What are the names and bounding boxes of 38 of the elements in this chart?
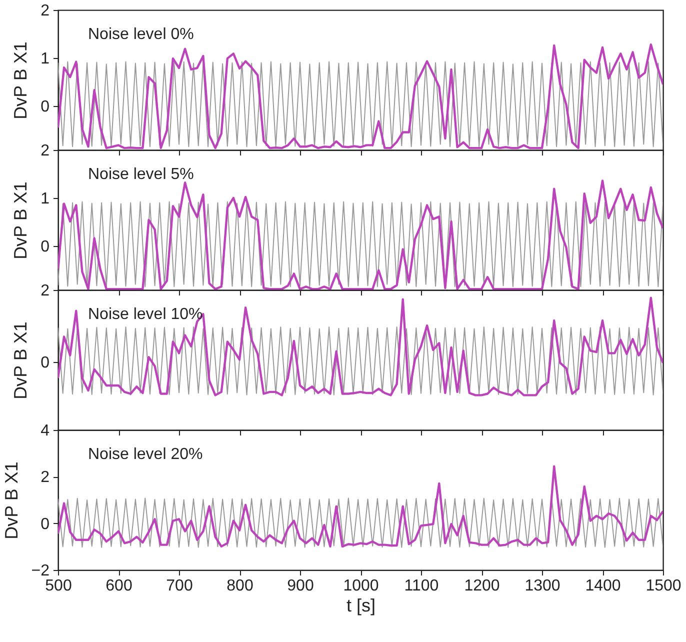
x-tick-label: 800	[226, 578, 254, 594]
line-series	[58, 201, 663, 288]
x-axis-title: t [s]	[346, 596, 376, 616]
annotation: Noise level 5%	[88, 166, 194, 183]
y-tick-label: 0	[40, 516, 50, 533]
x-tick-label: 500	[45, 578, 72, 594]
y-tick-label: 2	[40, 2, 50, 20]
x-tick-label: 1500	[646, 578, 682, 594]
line-series	[58, 296, 663, 396]
line-series	[58, 498, 663, 548]
y-tick-label: 2	[40, 142, 50, 160]
y-tick-label: 0	[40, 98, 50, 116]
x-tick-label: 1000	[343, 578, 379, 594]
y-tick-label: 2	[40, 282, 50, 300]
x-tick-label: 700	[166, 578, 193, 594]
x-tick-label: 600	[106, 578, 132, 594]
y-tick-label: 1	[40, 190, 50, 208]
y-axis-title: DvP B X1	[10, 322, 31, 400]
x-tick-label: 1200	[464, 578, 500, 594]
x-tick-label: 900	[287, 578, 314, 594]
y-tick-label: 2	[40, 469, 50, 486]
y-tick-label: −2	[31, 562, 50, 580]
x-tick-label: 1300	[524, 578, 560, 594]
line-series	[58, 326, 663, 396]
y-axis-title: DvP B X1	[10, 42, 31, 120]
line-series	[58, 465, 663, 548]
x-tick-label: 1400	[585, 578, 621, 594]
y-tick-label: 4	[40, 422, 50, 440]
annotation: Noise level 20%	[88, 446, 203, 463]
y-axis-title: DvP B X1	[1, 462, 22, 540]
y-tick-label: 1	[40, 50, 50, 68]
y-axis-title: DvP B X1	[10, 182, 31, 260]
annotation: Noise level 0%	[88, 26, 194, 43]
x-tick-label: 1100	[404, 578, 439, 594]
annotation: Noise level 10%	[88, 306, 203, 323]
y-tick-label: 0	[40, 238, 50, 256]
y-tick-label: 0	[40, 354, 50, 372]
line-series	[58, 61, 663, 148]
